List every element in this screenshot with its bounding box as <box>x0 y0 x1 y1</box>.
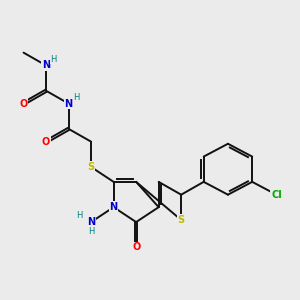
Text: H: H <box>88 227 94 236</box>
Text: N: N <box>64 99 73 109</box>
Text: O: O <box>42 137 50 147</box>
Text: Cl: Cl <box>271 190 282 200</box>
Text: S: S <box>178 215 185 225</box>
Text: S: S <box>88 162 95 172</box>
Text: N: N <box>42 61 50 70</box>
Text: O: O <box>20 99 28 109</box>
Text: H: H <box>73 93 80 102</box>
Text: H: H <box>76 211 82 220</box>
Text: N: N <box>87 217 95 227</box>
Text: N: N <box>110 202 118 212</box>
Text: H: H <box>50 55 57 64</box>
Text: O: O <box>132 242 140 252</box>
